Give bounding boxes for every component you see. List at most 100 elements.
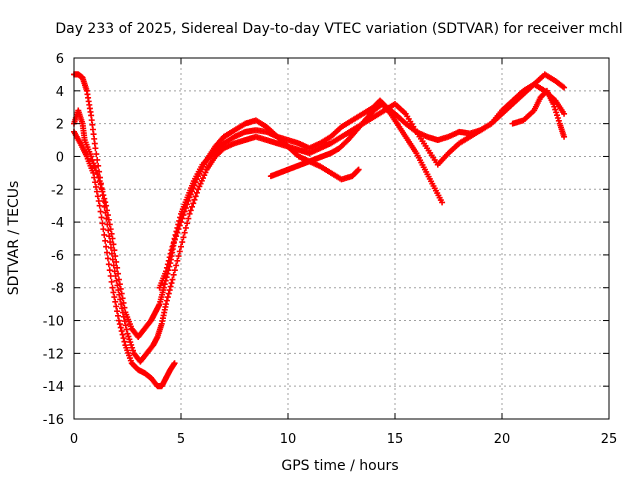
data-point bbox=[108, 278, 115, 285]
data-point bbox=[193, 189, 200, 196]
y-tick-label: 6 bbox=[56, 52, 64, 67]
data-point bbox=[168, 280, 175, 287]
data-point bbox=[127, 339, 134, 346]
data-point bbox=[118, 305, 125, 312]
data-point bbox=[439, 199, 446, 206]
data-point bbox=[174, 257, 181, 264]
data-point bbox=[94, 156, 101, 163]
data-point bbox=[118, 301, 125, 308]
data-point bbox=[90, 169, 97, 176]
data-point bbox=[93, 183, 100, 190]
data-point bbox=[187, 191, 194, 198]
x-axis-label: GPS time / hours bbox=[281, 458, 398, 474]
data-point bbox=[106, 233, 113, 240]
y-tick-label: -6 bbox=[51, 249, 64, 264]
data-point bbox=[121, 318, 128, 325]
data-point bbox=[103, 243, 110, 250]
data-point bbox=[109, 235, 116, 242]
data-point bbox=[92, 145, 99, 152]
data-point bbox=[122, 322, 129, 329]
data-point bbox=[102, 209, 109, 216]
data-point bbox=[167, 250, 174, 257]
data-point bbox=[170, 240, 177, 247]
data-point bbox=[124, 330, 131, 337]
data-point bbox=[161, 281, 168, 288]
data-point bbox=[112, 253, 119, 260]
data-point bbox=[168, 247, 175, 254]
data-point bbox=[96, 202, 103, 209]
data-point bbox=[181, 208, 188, 215]
x-tick-labels: 0 5 10 15 20 25 bbox=[70, 432, 617, 447]
data-point bbox=[182, 224, 189, 231]
series-trace-5 bbox=[267, 100, 446, 206]
chart-title: Day 233 of 2025, Sidereal Day-to-day VTE… bbox=[55, 21, 622, 37]
data-point bbox=[163, 264, 170, 271]
data-point bbox=[101, 203, 108, 210]
data-point bbox=[169, 243, 176, 250]
data-point bbox=[107, 244, 114, 251]
y-tick-labels: -16 -14 -12 -10 -8 -6 -4 -2 0 2 4 6 bbox=[43, 52, 64, 428]
y-tick-label: -14 bbox=[43, 380, 64, 395]
data-point bbox=[165, 290, 172, 297]
y-tick-label: 2 bbox=[56, 118, 64, 133]
data-point bbox=[191, 182, 198, 189]
data-point bbox=[95, 162, 102, 169]
x-tick-label: 10 bbox=[280, 432, 297, 447]
data-point bbox=[115, 317, 122, 324]
data-point bbox=[126, 336, 133, 343]
data-point bbox=[119, 331, 126, 338]
data-point bbox=[96, 168, 103, 175]
data-point bbox=[184, 201, 191, 208]
y-tick-label: 4 bbox=[56, 85, 64, 100]
data-point bbox=[97, 180, 104, 187]
tick-marks bbox=[73, 57, 610, 420]
data-point bbox=[93, 188, 100, 195]
data-point bbox=[550, 100, 557, 107]
data-point bbox=[187, 207, 194, 214]
data-point bbox=[189, 203, 196, 210]
data-point bbox=[174, 229, 181, 236]
data-point bbox=[114, 308, 121, 315]
data-point bbox=[354, 167, 361, 174]
data-point bbox=[106, 267, 113, 274]
data-point bbox=[117, 296, 124, 303]
data-point bbox=[120, 313, 127, 320]
data-point bbox=[111, 268, 118, 275]
data-point bbox=[170, 271, 177, 278]
data-point bbox=[185, 197, 192, 204]
data-point bbox=[105, 227, 112, 234]
data-point bbox=[175, 226, 182, 233]
data-point bbox=[92, 179, 99, 186]
data-point bbox=[176, 222, 183, 229]
x-tick-label: 0 bbox=[70, 432, 78, 447]
data-point bbox=[164, 261, 171, 268]
data-point bbox=[119, 309, 126, 316]
data-point bbox=[193, 176, 200, 183]
data-point bbox=[561, 84, 568, 91]
data-point bbox=[554, 115, 561, 122]
data-point bbox=[113, 303, 120, 310]
data-point bbox=[190, 200, 197, 207]
data-point bbox=[115, 312, 122, 319]
data-point bbox=[121, 338, 128, 345]
data-point bbox=[116, 321, 123, 328]
data-point bbox=[190, 185, 197, 192]
data-point bbox=[192, 193, 199, 200]
data-point bbox=[111, 294, 118, 301]
x-tick-label: 15 bbox=[387, 432, 404, 447]
data-point bbox=[166, 287, 173, 294]
data-point bbox=[99, 192, 106, 199]
data-point bbox=[171, 360, 178, 367]
data-point bbox=[113, 277, 120, 284]
data-point bbox=[176, 248, 183, 255]
y-tick-label: 0 bbox=[56, 150, 64, 165]
series-trace-6 bbox=[509, 87, 568, 140]
data-point bbox=[97, 208, 104, 215]
data-point bbox=[130, 347, 137, 354]
series-trace-3 bbox=[71, 128, 178, 390]
data-point bbox=[180, 234, 187, 241]
series-trace-4 bbox=[156, 117, 362, 291]
data-point bbox=[104, 221, 111, 228]
data-point bbox=[181, 229, 188, 236]
data-point bbox=[175, 253, 182, 260]
